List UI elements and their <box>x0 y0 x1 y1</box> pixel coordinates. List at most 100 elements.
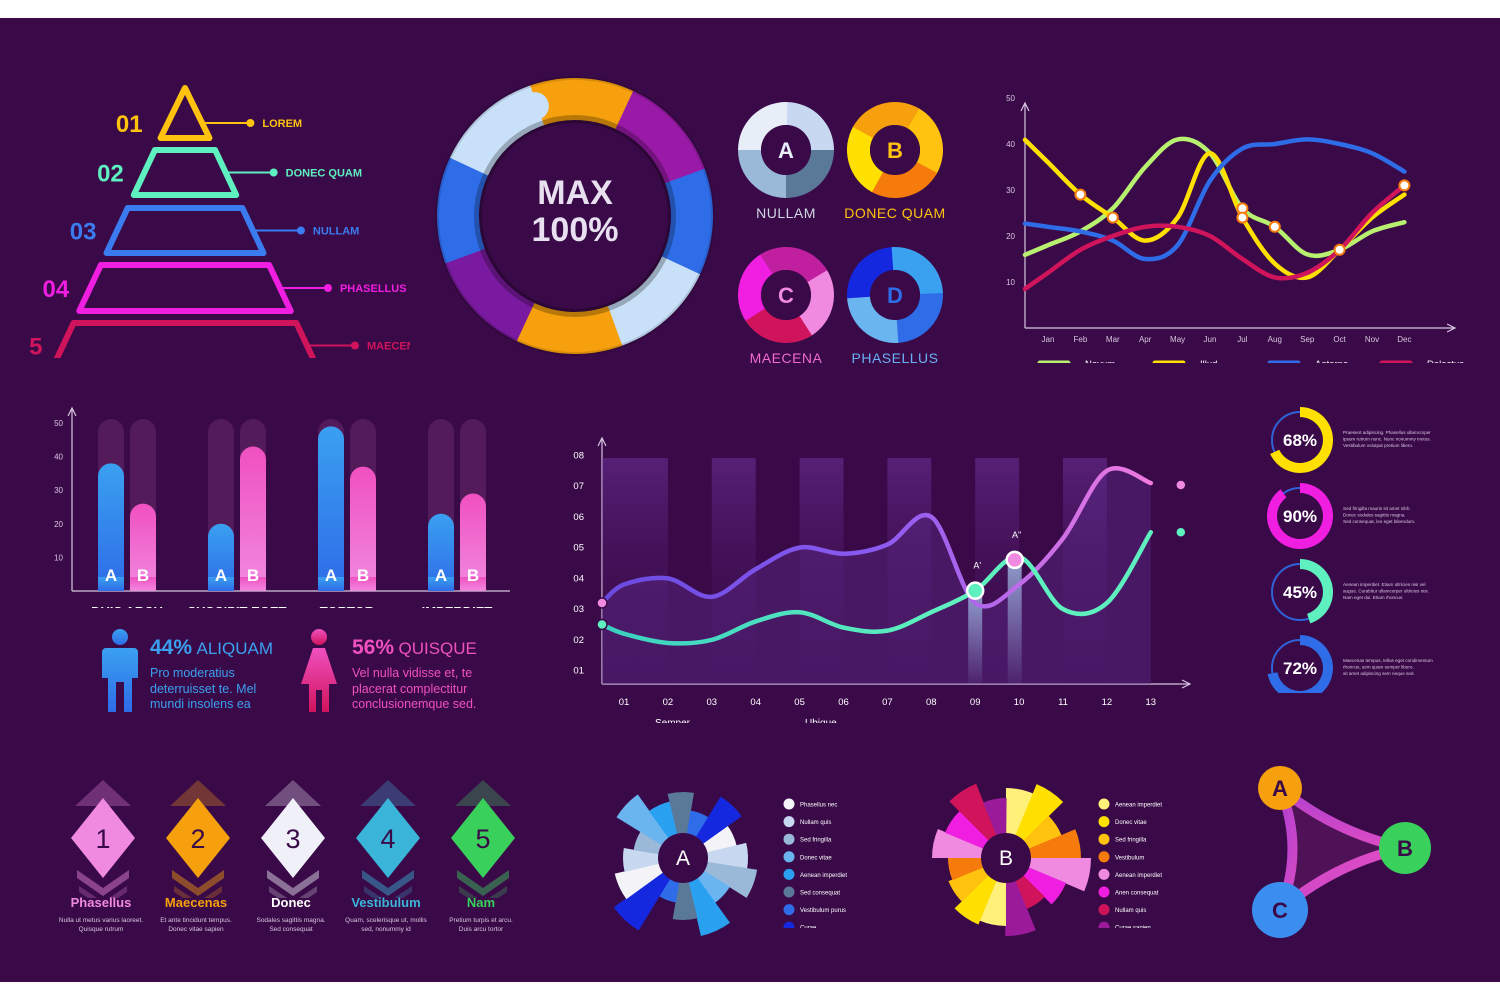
semper-line <box>599 466 1154 609</box>
chart-band <box>711 458 756 684</box>
pyramid-label: PHASELLUS <box>340 283 407 295</box>
y-tick-label: 04 <box>573 573 584 584</box>
legend-dot <box>783 833 795 845</box>
donut-segment <box>527 77 636 130</box>
marker-column <box>1007 559 1022 684</box>
triangle-network: A B C <box>1252 766 1431 938</box>
bar-base <box>428 577 454 591</box>
x-tick-label: Jul <box>1237 335 1247 344</box>
donut-segment <box>606 256 701 347</box>
y-tick-label: 06 <box>573 512 584 523</box>
ring-description: Sed fringilla mauris sit amet nibh. <box>1343 506 1411 511</box>
legend-dot <box>1098 798 1110 810</box>
x-tick-label: Jan <box>1042 335 1055 344</box>
x-tick-label: 06 <box>838 697 849 708</box>
small-donut-segment <box>786 102 834 152</box>
rose-segment <box>702 825 737 853</box>
legend-dot <box>783 851 795 863</box>
legend-dot <box>783 798 795 810</box>
x-tick-label: Apr <box>1139 335 1152 344</box>
marker-label: A'' <box>1012 530 1022 540</box>
step-chevron-bottom <box>77 870 129 896</box>
ring-progress <box>1267 483 1333 549</box>
small-donut-segment <box>847 247 894 299</box>
y-tick-label: 07 <box>573 481 584 492</box>
bar-b <box>130 503 156 591</box>
step-description: Sodales sagittis magna. <box>256 917 326 924</box>
bar-base <box>98 577 124 591</box>
legend-label: Phasellus nec <box>800 803 837 809</box>
ring-percent: 90% <box>1283 507 1317 526</box>
step-description: Nulla ut metus varius laoreet. <box>58 917 144 924</box>
legend-dot <box>783 816 795 828</box>
step-chevron-top <box>360 780 416 806</box>
pyramid-level-2 <box>130 147 240 198</box>
radial-chart-a: A <box>613 792 758 936</box>
ring-description: Nam eget dui. Etiam rhoncus. <box>1343 595 1404 600</box>
legend-dot <box>1098 868 1110 880</box>
triangle-node-letter: C <box>1272 898 1288 923</box>
step-text-block: Vestibulum Quam, scelerisque ut, mollis se… <box>331 895 441 934</box>
rose-segment <box>979 880 1006 926</box>
y-tick-label: 50 <box>54 419 63 428</box>
pyramid-number: 05 <box>30 334 42 359</box>
x-axis-arrow <box>1446 323 1457 333</box>
small-donut-letter: A <box>778 138 794 163</box>
bar-b <box>350 466 376 591</box>
rose-letter: B <box>999 847 1013 870</box>
rose-segment <box>613 871 671 931</box>
rose-segment <box>672 881 698 920</box>
y-axis-arrow <box>67 406 77 417</box>
small-donut-segment <box>870 161 938 198</box>
step-diamond <box>356 798 420 878</box>
endpoint <box>596 597 608 609</box>
triangle-edges <box>1275 783 1410 915</box>
legend-dot <box>1098 851 1110 863</box>
rose-segment <box>695 796 742 845</box>
rose-center <box>658 833 708 883</box>
chart-band <box>602 458 668 684</box>
legend-label: Aenean imperdiet <box>800 873 847 879</box>
step-number: 1 <box>95 824 110 854</box>
line-marker <box>1074 188 1087 201</box>
bar-base <box>240 577 266 591</box>
pyramid-label: DONEC QUAM <box>286 168 362 180</box>
male-text-line: Pro moderatius <box>150 666 235 680</box>
rose-segment <box>614 863 664 900</box>
step-chevron-top <box>455 780 511 806</box>
small-donut-segment <box>784 150 834 198</box>
bar-series-label: B <box>357 566 369 585</box>
rose-segment <box>1015 784 1064 842</box>
line-marker <box>1106 211 1119 224</box>
step-chevron-bottom <box>172 870 224 896</box>
step-number: 5 <box>475 824 490 854</box>
category-label: IMPERDIET <box>422 604 493 608</box>
rose-segment <box>623 848 660 873</box>
legend-dot <box>783 904 795 916</box>
step-number: 3 <box>285 824 300 854</box>
ring-description: sit amet adipiscing sem neque sed. <box>1343 671 1415 676</box>
pyramid-dot <box>296 226 305 235</box>
ring-percent: 72% <box>1283 659 1317 678</box>
radial-legend-b: Aenean imperdiet Donec vitae Sed fringilla… <box>1098 798 1162 928</box>
x-tick-label: 05 <box>794 697 805 708</box>
bar-base <box>130 577 156 591</box>
rose-segment <box>633 831 663 855</box>
x-tick-label: Feb <box>1074 335 1088 344</box>
rose-segment <box>667 792 694 835</box>
pyramid-dot <box>323 284 332 292</box>
bar-base <box>350 577 376 591</box>
small-donut-segment <box>798 269 834 337</box>
bar-base <box>318 577 344 591</box>
ring-progress <box>1300 559 1333 624</box>
triangle-node-a <box>1258 766 1302 810</box>
rose-segment <box>1028 829 1081 859</box>
y-axis-arrow <box>597 436 607 447</box>
line-marker <box>1236 211 1249 224</box>
category-label: SUSCIPIT EGET <box>188 604 287 608</box>
small-donut-segment <box>847 125 884 193</box>
legend-dot <box>783 868 795 880</box>
ring-progress <box>1270 407 1333 473</box>
step-text-block: Phasellus Nulla ut metus varius laoreet. Q… <box>46 895 156 934</box>
donut-segment-knob <box>520 92 549 121</box>
